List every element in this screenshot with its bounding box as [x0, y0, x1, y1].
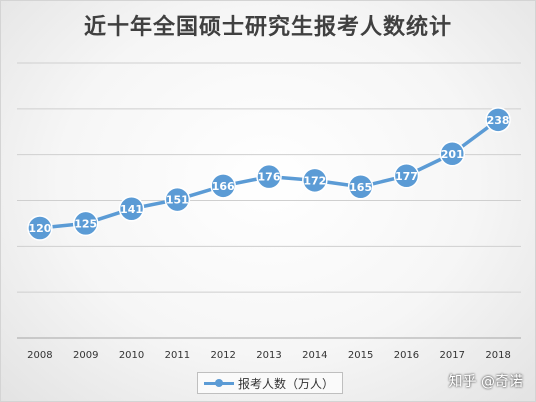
data-point	[210, 173, 236, 199]
x-tick-label: 2010	[119, 350, 144, 361]
legend-swatch-icon	[204, 378, 234, 388]
data-point	[485, 107, 511, 133]
data-label: 238	[487, 114, 510, 127]
chart-legend: 报考人数（万人）	[197, 372, 344, 394]
data-label: 166	[212, 180, 235, 193]
data-point	[256, 163, 282, 190]
x-tick-label: 2014	[302, 350, 327, 361]
data-point	[118, 196, 145, 222]
watermark: 知乎 @奇诺	[448, 374, 523, 390]
x-tick-label: 2017	[440, 350, 465, 361]
x-tick-label: 2009	[73, 350, 98, 361]
x-tick-label: 2016	[394, 350, 419, 361]
data-point	[302, 167, 328, 194]
legend-label: 报考人数（万人）	[238, 376, 335, 391]
chart-title: 近十年全国硕士研究生报考人数统计	[83, 15, 452, 40]
data-label: 172	[303, 174, 326, 187]
data-point	[439, 141, 466, 167]
data-label: 125	[74, 217, 97, 230]
data-label: 201	[441, 148, 464, 161]
x-tick-label: 2015	[348, 350, 373, 361]
data-label: 176	[258, 171, 281, 184]
data-label: 151	[166, 194, 189, 207]
data-label: 120	[28, 222, 51, 235]
data-point	[393, 163, 420, 189]
x-tick-label: 2018	[485, 350, 510, 361]
data-point	[27, 215, 53, 241]
data-label: 141	[120, 203, 143, 216]
data-label: 165	[349, 181, 372, 194]
data-label: 177	[395, 170, 418, 183]
x-tick-label: 2012	[210, 350, 235, 361]
x-tick-label: 2013	[256, 350, 281, 361]
data-point	[164, 186, 191, 213]
x-tick-label: 2008	[27, 350, 52, 361]
x-tick-label: 2011	[165, 350, 190, 361]
data-point	[72, 210, 99, 237]
data-point	[347, 174, 374, 200]
